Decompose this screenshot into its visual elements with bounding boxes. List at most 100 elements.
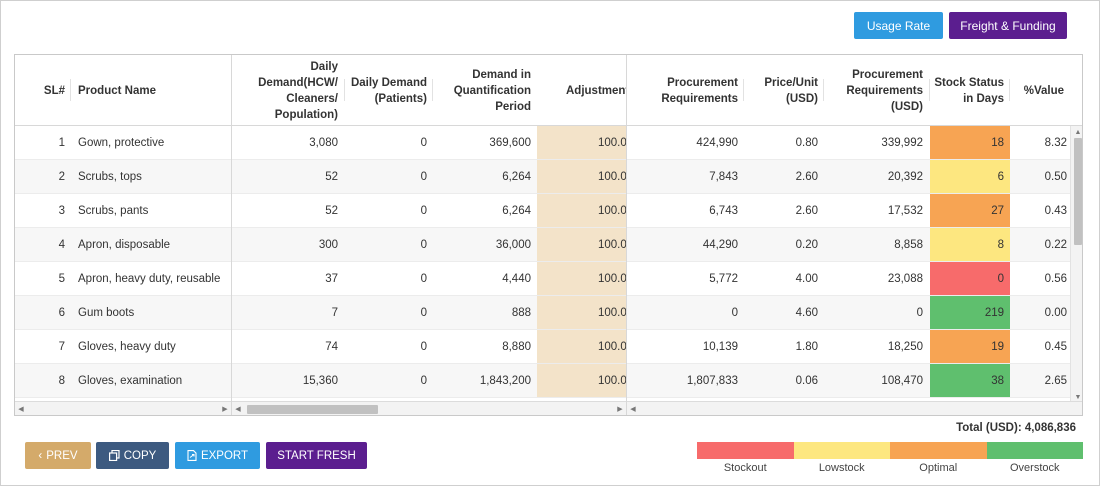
hscroll-right[interactable]: ◀: [627, 401, 1082, 415]
cell-procurement-usd[interactable]: 17,532: [887, 204, 923, 217]
cell-pct-value[interactable]: 8.32: [1044, 136, 1067, 149]
freight-funding-button[interactable]: Freight & Funding: [949, 12, 1067, 39]
cell-product-name[interactable]: Gum boots: [78, 306, 135, 319]
col-header-daily-hcw[interactable]: Daily Demand(HCW/Cleaners/Population): [232, 55, 345, 126]
cell-daily-hcw[interactable]: 52: [325, 170, 338, 183]
table-row[interactable]: 8 Gloves, examination: [15, 364, 231, 398]
cell-demand-period[interactable]: 888: [511, 306, 531, 319]
table-row[interactable]: 4 Apron, disposable: [15, 228, 231, 262]
table-row[interactable]: 6,743 2.60 17,532 27 0.43: [627, 194, 1082, 228]
cell-demand-period[interactable]: 4,440: [502, 272, 531, 285]
table-row[interactable]: 74 0 8,880 100.0: [232, 330, 626, 364]
cell-daily-hcw[interactable]: 300: [318, 238, 338, 251]
cell-daily-hcw[interactable]: 3,080: [309, 136, 338, 149]
table-row[interactable]: 44,290 0.20 8,858 8 0.22: [627, 228, 1082, 262]
cell-daily-patients[interactable]: 0: [420, 238, 427, 251]
cell-procurement-usd[interactable]: 108,470: [881, 374, 923, 387]
cell-pct-value[interactable]: 0.45: [1044, 340, 1067, 353]
hscroll-thumb[interactable]: [247, 405, 378, 414]
cell-sl[interactable]: 1: [58, 136, 65, 149]
col-header-price-unit[interactable]: Price/Unit (USD): [744, 55, 824, 126]
cell-sl[interactable]: 6: [58, 306, 65, 319]
cell-procurement-req[interactable]: 424,990: [696, 136, 738, 149]
cell-sl[interactable]: 7: [58, 340, 65, 353]
cell-stock-status[interactable]: 27: [930, 194, 1010, 227]
table-row[interactable]: 1,807,833 0.06 108,470 38 2.65: [627, 364, 1082, 398]
cell-stock-status[interactable]: 38: [930, 364, 1010, 397]
cell-price-unit[interactable]: 2.60: [795, 204, 818, 217]
table-row[interactable]: 424,990 0.80 339,992 18 8.32: [627, 126, 1082, 160]
cell-adjustment[interactable]: 100.0: [537, 364, 626, 397]
table-row[interactable]: 2 Scrubs, tops: [15, 160, 231, 194]
table-row[interactable]: 5,772 4.00 23,088 0 0.56: [627, 262, 1082, 296]
cell-product-name[interactable]: Scrubs, tops: [78, 170, 142, 183]
cell-daily-hcw[interactable]: 74: [325, 340, 338, 353]
table-row[interactable]: 6 Gum boots: [15, 296, 231, 330]
col-header-product[interactable]: Product Name: [78, 84, 156, 97]
col-header-adjustment[interactable]: Adjustment: [566, 84, 627, 97]
cell-price-unit[interactable]: 1.80: [795, 340, 818, 353]
table-row[interactable]: 52 0 6,264 100.0: [232, 194, 626, 228]
cell-procurement-req[interactable]: 1,807,833: [686, 374, 738, 387]
cell-pct-value[interactable]: 0.43: [1044, 204, 1067, 217]
cell-product-name[interactable]: Apron, disposable: [78, 238, 171, 251]
scroll-right-arrow-icon[interactable]: ▶: [222, 406, 228, 413]
table-row[interactable]: 7 0 888 100.0: [232, 296, 626, 330]
cell-demand-period[interactable]: 8,880: [502, 340, 531, 353]
cell-daily-hcw[interactable]: 7: [331, 306, 338, 319]
cell-procurement-req[interactable]: 5,772: [709, 272, 738, 285]
copy-button[interactable]: COPY: [96, 442, 169, 469]
cell-price-unit[interactable]: 2.60: [795, 170, 818, 183]
cell-demand-period[interactable]: 6,264: [502, 204, 531, 217]
export-button[interactable]: EXPORT: [175, 442, 260, 469]
cell-adjustment[interactable]: 100.0: [537, 160, 626, 193]
cell-daily-patients[interactable]: 0: [420, 306, 427, 319]
cell-price-unit[interactable]: 0.80: [795, 136, 818, 149]
cell-daily-patients[interactable]: 0: [420, 204, 427, 217]
table-row[interactable]: 300 0 36,000 100.0: [232, 228, 626, 262]
col-header-pct-value[interactable]: %Value: [1023, 84, 1064, 97]
cell-procurement-usd[interactable]: 20,392: [887, 170, 923, 183]
cell-procurement-req[interactable]: 10,139: [702, 340, 738, 353]
cell-adjustment[interactable]: 100.0: [537, 126, 626, 159]
cell-daily-patients[interactable]: 0: [420, 272, 427, 285]
cell-procurement-usd[interactable]: 0: [916, 306, 923, 319]
table-row[interactable]: 3,080 0 369,600 100.0: [232, 126, 626, 160]
cell-procurement-usd[interactable]: 339,992: [881, 136, 923, 149]
cell-sl[interactable]: 2: [58, 170, 65, 183]
cell-daily-patients[interactable]: 0: [420, 374, 427, 387]
cell-adjustment[interactable]: 100.0: [537, 296, 626, 329]
cell-sl[interactable]: 5: [58, 272, 65, 285]
col-header-stock-status[interactable]: Stock Status in Days: [930, 55, 1010, 126]
table-row[interactable]: 1 Gown, protective: [15, 126, 231, 160]
cell-daily-patients[interactable]: 0: [420, 340, 427, 353]
cell-daily-hcw[interactable]: 52: [325, 204, 338, 217]
cell-pct-value[interactable]: 0.00: [1044, 306, 1067, 319]
cell-pct-value[interactable]: 0.50: [1044, 170, 1067, 183]
scroll-left-arrow-icon[interactable]: ◀: [235, 406, 241, 413]
cell-pct-value[interactable]: 0.22: [1044, 238, 1067, 251]
cell-sl[interactable]: 3: [58, 204, 65, 217]
cell-price-unit[interactable]: 4.00: [795, 272, 818, 285]
start-fresh-button[interactable]: START FRESH: [266, 442, 367, 469]
cell-stock-status[interactable]: 19: [930, 330, 1010, 363]
scroll-left-arrow-icon[interactable]: ◀: [630, 406, 636, 413]
cell-procurement-req[interactable]: 7,843: [709, 170, 738, 183]
cell-product-name[interactable]: Apron, heavy duty, reusable: [78, 272, 221, 285]
cell-procurement-usd[interactable]: 8,858: [894, 238, 923, 251]
cell-product-name[interactable]: Gloves, examination: [78, 374, 183, 387]
cell-price-unit[interactable]: 4.60: [795, 306, 818, 319]
cell-procurement-usd[interactable]: 18,250: [887, 340, 923, 353]
cell-demand-period[interactable]: 369,600: [489, 136, 531, 149]
table-row[interactable]: 3 Scrubs, pants: [15, 194, 231, 228]
cell-daily-hcw[interactable]: 37: [325, 272, 338, 285]
cell-daily-patients[interactable]: 0: [420, 136, 427, 149]
cell-daily-hcw[interactable]: 15,360: [302, 374, 338, 387]
cell-demand-period[interactable]: 1,843,200: [479, 374, 531, 387]
hscroll-left[interactable]: ◀ ▶: [15, 401, 231, 415]
cell-sl[interactable]: 4: [58, 238, 65, 251]
hscroll-middle[interactable]: ◀ ▶: [232, 401, 626, 415]
cell-adjustment[interactable]: 100.0: [537, 194, 626, 227]
col-header-sl[interactable]: SL#: [15, 55, 71, 126]
scroll-right-arrow-icon[interactable]: ▶: [617, 406, 623, 413]
